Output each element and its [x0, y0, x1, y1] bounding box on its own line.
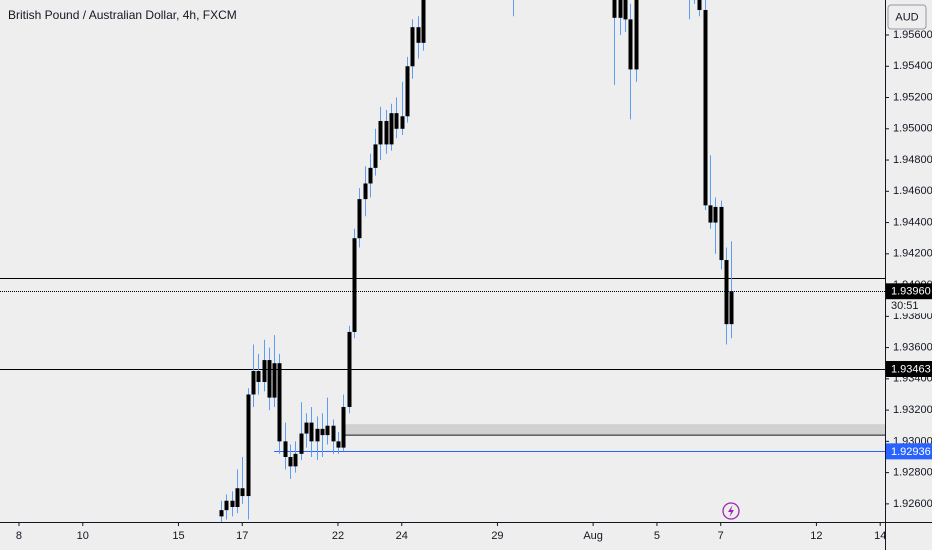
y-tick-label: 1.92600: [893, 498, 932, 510]
candle-body: [320, 428, 325, 436]
candle-body: [251, 371, 256, 395]
candle-body: [612, 0, 617, 18]
candle-body: [304, 422, 309, 434]
candle-body: [394, 113, 399, 129]
candle-body: [288, 456, 293, 467]
candle-body: [315, 428, 320, 442]
candle-body: [384, 120, 389, 145]
y-tick-label: 1.94600: [893, 185, 932, 197]
axes: 1.926001.928001.930001.932001.934001.936…: [16, 29, 932, 542]
candle-body: [363, 183, 368, 200]
candle-body: [634, 0, 639, 70]
candle-body: [713, 206, 718, 223]
candle-body: [421, 0, 426, 43]
x-tick-label: 7: [718, 530, 724, 542]
candle-body: [336, 441, 341, 448]
plot-area: [0, 0, 885, 522]
x-tick-label: 8: [16, 530, 22, 542]
x-tick-label: 22: [332, 530, 344, 542]
candle-body: [628, 19, 633, 70]
x-tick-label: 15: [172, 530, 184, 542]
candle-body: [378, 120, 383, 145]
x-tick-label: 24: [396, 530, 408, 542]
x-tick-label: 10: [77, 530, 89, 542]
candle-body: [219, 510, 224, 517]
y-tick-label: 1.93200: [893, 404, 932, 416]
candle-body: [293, 453, 298, 467]
price-badge-label: 1.93463: [891, 363, 931, 375]
candle-body: [230, 500, 235, 507]
candle-body: [703, 10, 708, 206]
candle-body: [416, 27, 421, 43]
candle-body: [410, 27, 415, 67]
candle-body: [389, 113, 394, 145]
x-tick-label: 12: [810, 530, 822, 542]
candle-body: [405, 66, 410, 117]
alert-icon[interactable]: [722, 502, 740, 520]
candle-body: [272, 363, 277, 398]
y-tick-label: 1.95600: [893, 29, 932, 41]
candle-body: [331, 425, 336, 442]
countdown-badge: [886, 299, 932, 314]
candle-body: [618, 0, 623, 18]
y-tick-label: 1.94800: [893, 154, 932, 166]
candle-body: [724, 260, 729, 325]
price-badge: [886, 360, 932, 377]
y-tick-label: 1.95400: [893, 60, 932, 72]
price-badge: [886, 443, 932, 460]
y-tick-label: 1.94400: [893, 216, 932, 228]
x-tick-label: Aug: [583, 530, 603, 542]
candle-body: [368, 167, 373, 184]
candle-body: [240, 488, 245, 497]
candle-body: [246, 394, 251, 497]
candle-body: [623, 0, 628, 20]
x-tick-label: 29: [491, 530, 503, 542]
candle-body: [373, 144, 378, 168]
price-badge-label: 1.93960: [891, 286, 931, 298]
x-tick-label: 17: [236, 530, 248, 542]
y-tick-label: 1.95000: [893, 123, 932, 135]
y-tick-label: 1.92800: [893, 467, 932, 479]
candle-body: [262, 360, 267, 382]
candle-body: [697, 0, 702, 11]
price-badge-label: 1.92936: [891, 446, 931, 458]
candle-body: [347, 331, 352, 407]
candle-body: [277, 363, 282, 442]
y-tick-label: 1.94200: [893, 248, 932, 260]
candle-body: [256, 371, 261, 382]
alert-circle[interactable]: [722, 502, 740, 520]
candle-body: [283, 441, 288, 457]
candle-body: [299, 433, 304, 454]
countdown-label: 30:51: [891, 300, 919, 312]
candle-body: [325, 425, 330, 436]
candle-body: [719, 206, 724, 261]
x-tick-label: 14: [874, 530, 886, 542]
candle-body: [224, 500, 229, 511]
currency-label[interactable]: AUD: [895, 11, 918, 23]
candle-body: [235, 488, 240, 507]
candle-body: [352, 238, 357, 332]
candle-body: [267, 360, 272, 398]
candle-body: [309, 422, 314, 442]
candle-body: [729, 291, 734, 325]
candle-body: [357, 199, 362, 239]
candle-body: [708, 205, 713, 223]
y-tick-label: 1.95200: [893, 91, 932, 103]
candle-body: [400, 116, 405, 129]
price-badge: [886, 283, 932, 300]
zone: [343, 424, 885, 436]
alert-bolt[interactable]: [728, 505, 734, 517]
x-tick-label: 5: [654, 530, 660, 542]
currency-button[interactable]: [887, 4, 927, 30]
chart-title: British Pound / Australian Dollar, 4h, F…: [8, 8, 237, 22]
y-tick-label: 1.93600: [893, 341, 932, 353]
candle-body: [341, 406, 346, 448]
